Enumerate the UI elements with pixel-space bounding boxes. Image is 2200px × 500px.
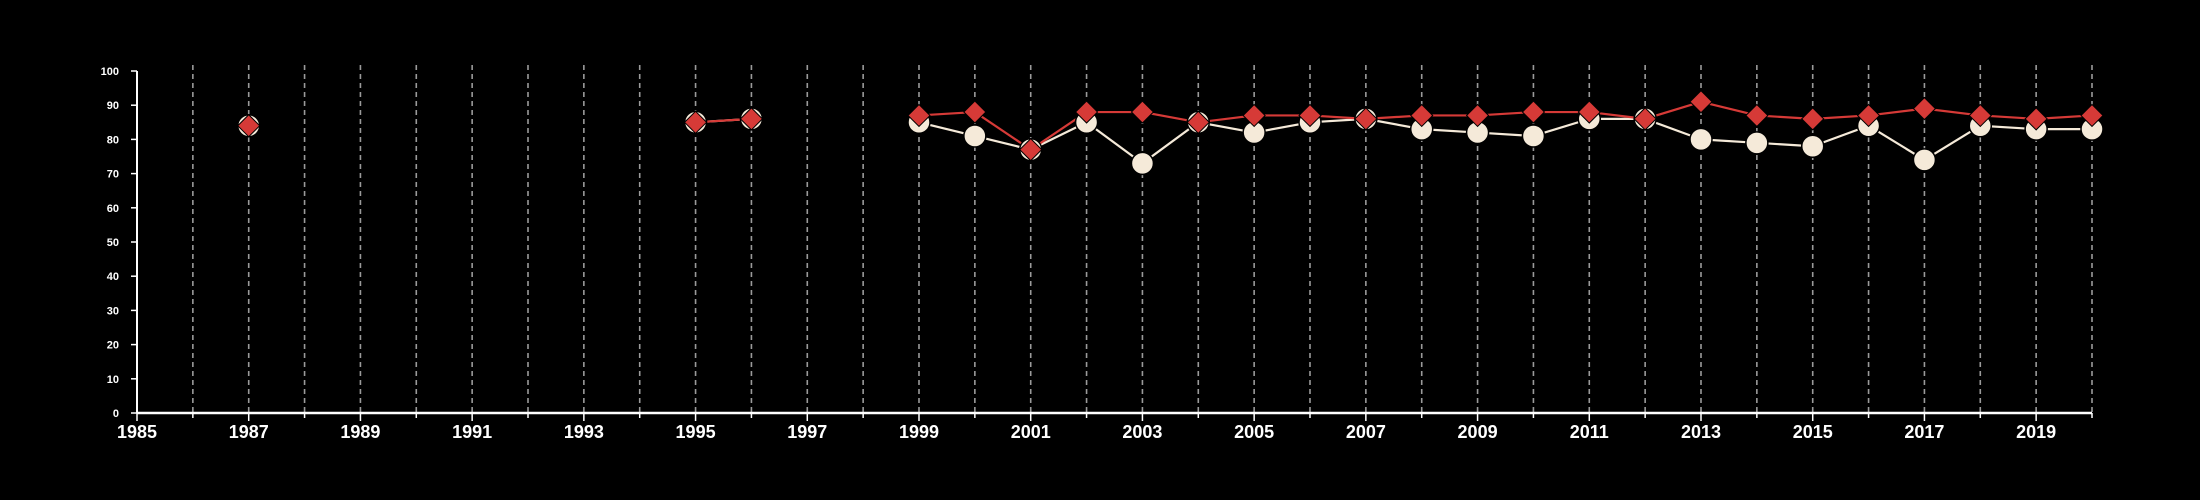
- y-tick-label-90: 90: [107, 100, 119, 112]
- x-tick-label-2013: 2013: [1681, 422, 1721, 442]
- series-1-point-2016: [1856, 103, 1881, 128]
- series-0-line-segment-2: [918, 117, 2092, 165]
- x-tick-label-2015: 2015: [1793, 422, 1833, 442]
- series-1-point-2003: [1130, 100, 1155, 124]
- gridlines: [192, 65, 2093, 413]
- series-1-point-2010: [1521, 100, 1546, 124]
- series-1-point-2014: [1745, 103, 1769, 128]
- series-1-point-2020: [2080, 103, 2104, 128]
- series-1-point-1987: [237, 114, 261, 138]
- series-0-point-2014: [1745, 131, 1769, 155]
- series-1-point-2018: [1968, 103, 1992, 128]
- series-1-point-2006: [1298, 103, 1322, 128]
- x-tick-label-2005: 2005: [1234, 422, 1274, 442]
- x-tick-label-1987: 1987: [229, 422, 269, 442]
- axes: 0 10 20 30 40 50 60 70 80 90 100 1985 1987 1989 1991 19…: [101, 66, 2093, 442]
- series-0-point-2000: [963, 124, 987, 148]
- y-tick-label-50: 50: [107, 237, 119, 249]
- series-0-point-2015: [1800, 134, 1825, 158]
- series-1-point-2009: [1465, 103, 1490, 128]
- series-1-point-2005: [1242, 103, 1266, 128]
- series-0-point-2013: [1689, 127, 1713, 152]
- x-tick-label-2003: 2003: [1122, 422, 1162, 442]
- series-1-point-2019: [2024, 107, 2048, 131]
- series-0-point-2017: [1912, 148, 1937, 172]
- series-0-point-2003: [1130, 151, 1155, 176]
- y-tick-label-80: 80: [107, 134, 119, 146]
- x-tick-label-1999: 1999: [899, 422, 939, 442]
- series-1-point-1999: [907, 103, 931, 128]
- y-tick-label-40: 40: [107, 271, 119, 283]
- x-tick-label-2001: 2001: [1011, 422, 1051, 442]
- x-tick-label-2011: 2011: [1570, 422, 1609, 442]
- y-tick-label-60: 60: [107, 203, 119, 215]
- series-1-point-2017: [1912, 96, 1937, 121]
- y-tick-label-10: 10: [107, 374, 119, 386]
- series-1-point-2013: [1689, 90, 1713, 114]
- series-1-line-segment-2: [918, 100, 2093, 151]
- series-1-point-2002: [1074, 100, 1099, 124]
- series-1-point-2012: [1633, 107, 1657, 131]
- series-markers: [236, 90, 2104, 176]
- series-1-point-2011: [1577, 100, 1601, 124]
- series-1-point-1995: [683, 110, 708, 135]
- x-tick-label-1993: 1993: [564, 422, 604, 442]
- y-tick-label-100: 100: [101, 66, 119, 78]
- x-tick-label-2009: 2009: [1458, 422, 1498, 442]
- series-1-point-2000: [963, 100, 987, 124]
- y-tick-label-20: 20: [107, 340, 119, 352]
- x-tick-label-1985: 1985: [117, 422, 157, 442]
- x-tick-label-2007: 2007: [1346, 422, 1386, 442]
- x-tick-label-2019: 2019: [2016, 422, 2056, 442]
- series-1-point-2008: [1410, 103, 1434, 128]
- x-tick-label-1989: 1989: [340, 422, 380, 442]
- series-1-point-2004: [1186, 110, 1210, 135]
- series-0-point-2010: [1521, 124, 1546, 148]
- series-1-point-2001: [1019, 137, 1043, 162]
- x-tick-label-1997: 1997: [787, 422, 827, 442]
- y-tick-label-30: 30: [107, 305, 119, 317]
- series-1-point-1996: [739, 107, 764, 131]
- x-tick-label-2017: 2017: [1904, 422, 1944, 442]
- y-tick-label-70: 70: [107, 169, 119, 181]
- x-tick-label-1991: 1991: [452, 422, 492, 442]
- x-tick-label-1995: 1995: [676, 422, 716, 442]
- series-1-point-2015: [1801, 107, 1825, 131]
- series-1-point-2007: [1354, 107, 1378, 131]
- y-tick-label-0: 0: [113, 408, 119, 420]
